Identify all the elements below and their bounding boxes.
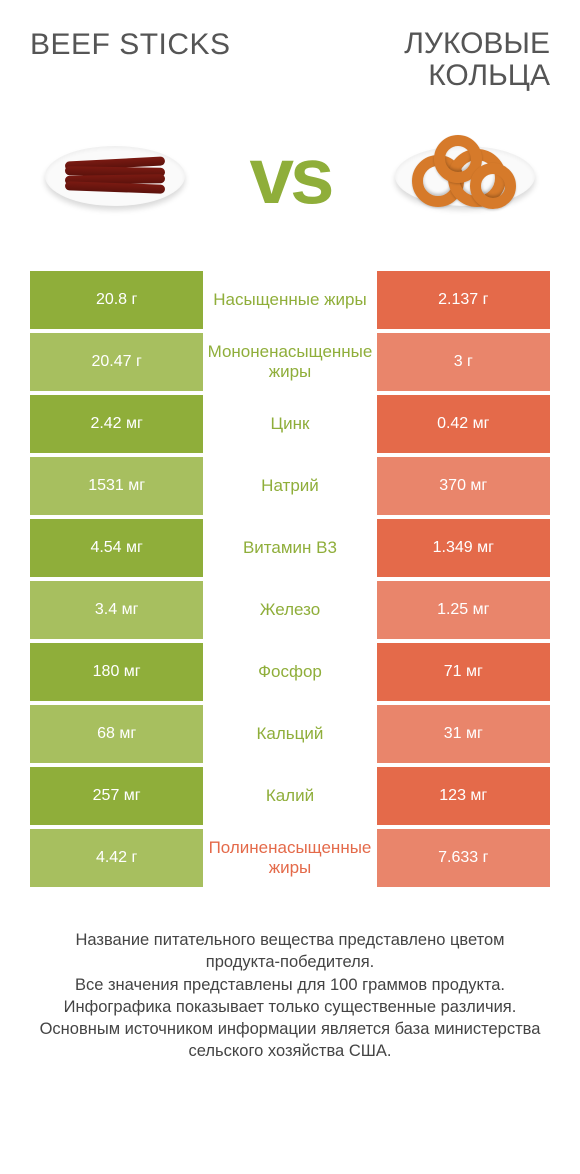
nutrient-value-right: 7.633 г xyxy=(377,829,550,887)
nutrient-value-left: 20.8 г xyxy=(30,271,203,329)
nutrient-row: 20.47 гМононенасыщенные жиры3 г xyxy=(30,333,550,391)
nutrient-value-right: 123 мг xyxy=(377,767,550,825)
nutrient-value-left: 20.47 г xyxy=(30,333,203,391)
nutrient-name: Мононенасыщенные жиры xyxy=(203,333,376,391)
nutrient-table: 20.8 гНасыщенные жиры2.137 г20.47 гМонон… xyxy=(30,271,550,887)
nutrient-value-left: 3.4 мг xyxy=(30,581,203,639)
nutrient-value-left: 257 мг xyxy=(30,767,203,825)
title-right-line2: КОЛЬЦА xyxy=(404,60,550,92)
nutrient-value-right: 71 мг xyxy=(377,643,550,701)
nutrient-row: 4.54 мгВитамин B31.349 мг xyxy=(30,519,550,577)
beef-sticks-image xyxy=(40,121,190,231)
vs-row: vs xyxy=(30,121,550,231)
nutrient-value-right: 31 мг xyxy=(377,705,550,763)
nutrient-value-right: 1.349 мг xyxy=(377,519,550,577)
nutrient-name: Цинк xyxy=(203,395,376,453)
footer-line: Основным источником информации является … xyxy=(38,1018,542,1063)
nutrient-name: Насыщенные жиры xyxy=(203,271,376,329)
vs-label: vs xyxy=(250,130,331,222)
title-left: Beef sticks xyxy=(30,28,231,62)
nutrient-value-right: 2.137 г xyxy=(377,271,550,329)
nutrient-row: 180 мгФосфор71 мг xyxy=(30,643,550,701)
nutrient-row: 3.4 мгЖелезо1.25 мг xyxy=(30,581,550,639)
onion-rings-image xyxy=(390,121,540,231)
nutrient-name: Натрий xyxy=(203,457,376,515)
nutrient-row: 1531 мгНатрий370 мг xyxy=(30,457,550,515)
titles-row: Beef sticks ЛУКОВЫЕ КОЛЬЦА xyxy=(30,28,550,91)
nutrient-value-left: 180 мг xyxy=(30,643,203,701)
nutrient-value-left: 68 мг xyxy=(30,705,203,763)
nutrient-row: 2.42 мгЦинк0.42 мг xyxy=(30,395,550,453)
title-right: ЛУКОВЫЕ КОЛЬЦА xyxy=(404,28,550,91)
nutrient-value-left: 4.54 мг xyxy=(30,519,203,577)
infographic-container: Beef sticks ЛУКОВЫЕ КОЛЬЦА vs xyxy=(0,0,580,1083)
footer-line: Название питательного вещества представл… xyxy=(38,929,542,974)
nutrient-name: Витамин B3 xyxy=(203,519,376,577)
nutrient-name: Железо xyxy=(203,581,376,639)
nutrient-value-left: 4.42 г xyxy=(30,829,203,887)
footer-line: Все значения представлены для 100 граммо… xyxy=(38,974,542,996)
nutrient-name: Калий xyxy=(203,767,376,825)
footer-notes: Название питательного вещества представл… xyxy=(30,929,550,1063)
title-right-line1: ЛУКОВЫЕ xyxy=(404,28,550,60)
nutrient-row: 4.42 гПолиненасыщенные жиры7.633 г xyxy=(30,829,550,887)
nutrient-row: 257 мгКалий123 мг xyxy=(30,767,550,825)
nutrient-name: Полиненасыщенные жиры xyxy=(203,829,376,887)
nutrient-value-left: 2.42 мг xyxy=(30,395,203,453)
nutrient-row: 20.8 гНасыщенные жиры2.137 г xyxy=(30,271,550,329)
nutrient-value-right: 0.42 мг xyxy=(377,395,550,453)
nutrient-row: 68 мгКальций31 мг xyxy=(30,705,550,763)
nutrient-value-right: 3 г xyxy=(377,333,550,391)
nutrient-name: Кальций xyxy=(203,705,376,763)
nutrient-value-right: 1.25 мг xyxy=(377,581,550,639)
nutrient-value-right: 370 мг xyxy=(377,457,550,515)
nutrient-value-left: 1531 мг xyxy=(30,457,203,515)
footer-line: Инфографика показывает только существенн… xyxy=(38,996,542,1018)
nutrient-name: Фосфор xyxy=(203,643,376,701)
